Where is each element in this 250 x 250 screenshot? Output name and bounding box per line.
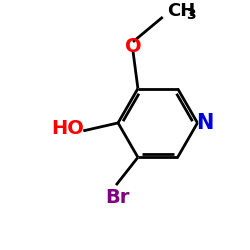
Text: CH: CH — [167, 2, 195, 20]
Text: Br: Br — [105, 188, 129, 206]
Text: 3: 3 — [186, 8, 196, 22]
Text: HO: HO — [51, 120, 84, 139]
Text: O: O — [125, 37, 141, 56]
Text: N: N — [196, 113, 213, 133]
